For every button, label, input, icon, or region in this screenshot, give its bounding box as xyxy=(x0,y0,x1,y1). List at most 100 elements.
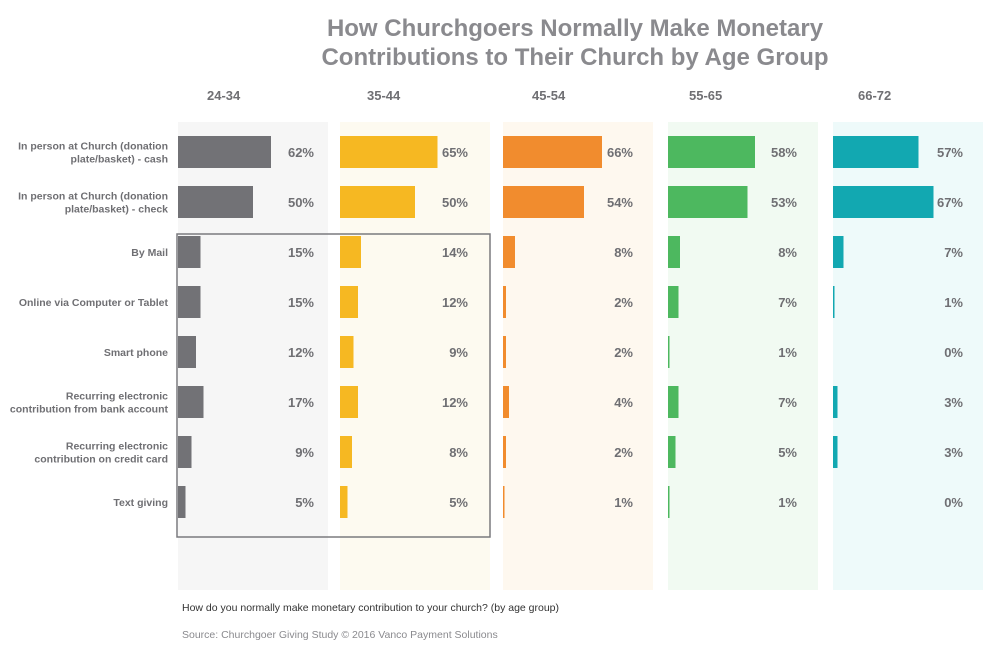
row-label-4-line-1: Online via Computer or Tablet xyxy=(19,297,169,309)
value-label-55-65-row-6: 7% xyxy=(778,395,797,410)
value-label-35-44-row-4: 12% xyxy=(442,295,468,310)
value-label-45-54-row-4: 2% xyxy=(614,295,633,310)
row-label-6-line-2: contribution from bank account xyxy=(10,404,169,416)
bar-45-54-row-2 xyxy=(503,186,584,218)
value-label-45-54-row-6: 4% xyxy=(614,395,633,410)
value-label-24-34-row-8: 5% xyxy=(295,495,314,510)
row-label-6-line-1: Recurring electronic xyxy=(66,391,168,403)
value-label-35-44-row-1: 65% xyxy=(442,145,468,160)
bar-35-44-row-1 xyxy=(340,136,438,168)
value-label-45-54-row-5: 2% xyxy=(614,345,633,360)
bar-45-54-row-6 xyxy=(503,386,509,418)
column-header-66-72: 66-72 xyxy=(858,88,891,103)
value-label-45-54-row-7: 2% xyxy=(614,445,633,460)
bar-45-54-row-7 xyxy=(503,436,506,468)
value-label-35-44-row-8: 5% xyxy=(449,495,468,510)
value-label-66-72-row-3: 7% xyxy=(944,245,963,260)
value-label-35-44-row-5: 9% xyxy=(449,345,468,360)
row-label-3-line-1: By Mail xyxy=(131,247,168,259)
value-label-24-34-row-4: 15% xyxy=(288,295,314,310)
value-label-24-34-row-7: 9% xyxy=(295,445,314,460)
value-label-24-34-row-2: 50% xyxy=(288,195,314,210)
row-label-2-line-2: plate/basket) - check xyxy=(65,204,168,216)
chart-title-line-2: Contributions to Their Church by Age Gro… xyxy=(321,44,828,71)
value-label-35-44-row-6: 12% xyxy=(442,395,468,410)
value-label-45-54-row-2: 54% xyxy=(607,195,633,210)
bar-24-34-row-6 xyxy=(178,386,204,418)
bar-45-54-row-3 xyxy=(503,236,515,268)
bar-45-54-row-5 xyxy=(503,336,506,368)
row-label-1-line-1: In person at Church (donation xyxy=(18,141,168,153)
bar-45-54-row-4 xyxy=(503,286,506,318)
highlight-box xyxy=(176,233,491,538)
column-header-24-34: 24-34 xyxy=(207,88,241,103)
survey-question: How do you normally make monetary contri… xyxy=(182,602,560,614)
bar-45-54-row-1 xyxy=(503,136,602,168)
bar-35-44-row-3 xyxy=(340,236,361,268)
source-note: Source: Churchgoer Giving Study © 2016 V… xyxy=(182,629,498,641)
value-label-66-72-row-6: 3% xyxy=(944,395,963,410)
bar-55-65-row-3 xyxy=(668,236,680,268)
bar-35-44-row-5 xyxy=(340,336,354,368)
bar-24-34-row-4 xyxy=(178,286,201,318)
row-label-1-line-2: plate/basket) - cash xyxy=(71,154,168,166)
column-header-45-54: 45-54 xyxy=(532,88,566,103)
value-label-55-65-row-7: 5% xyxy=(778,445,797,460)
value-label-66-72-row-8: 0% xyxy=(944,495,963,510)
value-label-45-54-row-1: 66% xyxy=(607,145,633,160)
bar-35-44-row-2 xyxy=(340,186,415,218)
bar-24-34-row-2 xyxy=(178,186,253,218)
row-label-7-line-2: contribution on credit card xyxy=(34,454,168,466)
value-label-66-72-row-4: 1% xyxy=(944,295,963,310)
value-label-24-34-row-3: 15% xyxy=(288,245,314,260)
value-label-55-65-row-2: 53% xyxy=(771,195,797,210)
bar-55-65-row-8 xyxy=(668,486,670,518)
bar-66-72-row-7 xyxy=(833,436,838,468)
value-label-24-34-row-5: 12% xyxy=(288,345,314,360)
value-label-55-65-row-3: 8% xyxy=(778,245,797,260)
column-header-35-44: 35-44 xyxy=(367,88,401,103)
bar-35-44-row-6 xyxy=(340,386,358,418)
bar-66-72-row-6 xyxy=(833,386,838,418)
bar-24-34-row-1 xyxy=(178,136,271,168)
value-label-45-54-row-3: 8% xyxy=(614,245,633,260)
row-label-7-line-1: Recurring electronic xyxy=(66,441,168,453)
row-label-2-line-1: In person at Church (donation xyxy=(18,191,168,203)
bar-45-54-row-8 xyxy=(503,486,505,518)
bar-55-65-row-5 xyxy=(668,336,670,368)
value-label-35-44-row-3: 14% xyxy=(442,245,468,260)
bar-55-65-row-4 xyxy=(668,286,679,318)
bar-35-44-row-8 xyxy=(340,486,348,518)
value-label-35-44-row-7: 8% xyxy=(449,445,468,460)
chart-title-line-1: How Churchgoers Normally Make Monetary xyxy=(327,15,824,42)
value-label-55-65-row-1: 58% xyxy=(771,145,797,160)
column-header-55-65: 55-65 xyxy=(689,88,722,103)
value-label-55-65-row-8: 1% xyxy=(778,495,797,510)
row-label-5-line-1: Smart phone xyxy=(104,347,168,359)
value-label-66-72-row-1: 57% xyxy=(937,145,963,160)
value-label-66-72-row-2: 67% xyxy=(937,195,963,210)
bar-66-72-row-4 xyxy=(833,286,835,318)
value-label-55-65-row-5: 1% xyxy=(778,345,797,360)
bar-66-72-row-1 xyxy=(833,136,919,168)
value-label-24-34-row-6: 17% xyxy=(288,395,314,410)
bar-55-65-row-1 xyxy=(668,136,755,168)
bar-55-65-row-2 xyxy=(668,186,748,218)
bar-55-65-row-6 xyxy=(668,386,679,418)
bar-55-65-row-7 xyxy=(668,436,676,468)
bar-35-44-row-4 xyxy=(340,286,358,318)
value-label-66-72-row-5: 0% xyxy=(944,345,963,360)
bar-24-34-row-3 xyxy=(178,236,201,268)
value-label-45-54-row-8: 1% xyxy=(614,495,633,510)
value-label-24-34-row-1: 62% xyxy=(288,145,314,160)
bar-24-34-row-7 xyxy=(178,436,192,468)
bar-66-72-row-2 xyxy=(833,186,934,218)
bar-24-34-row-8 xyxy=(178,486,186,518)
value-label-55-65-row-4: 7% xyxy=(778,295,797,310)
value-label-66-72-row-7: 3% xyxy=(944,445,963,460)
value-label-35-44-row-2: 50% xyxy=(442,195,468,210)
bar-35-44-row-7 xyxy=(340,436,352,468)
row-label-8-line-1: Text giving xyxy=(113,497,168,509)
